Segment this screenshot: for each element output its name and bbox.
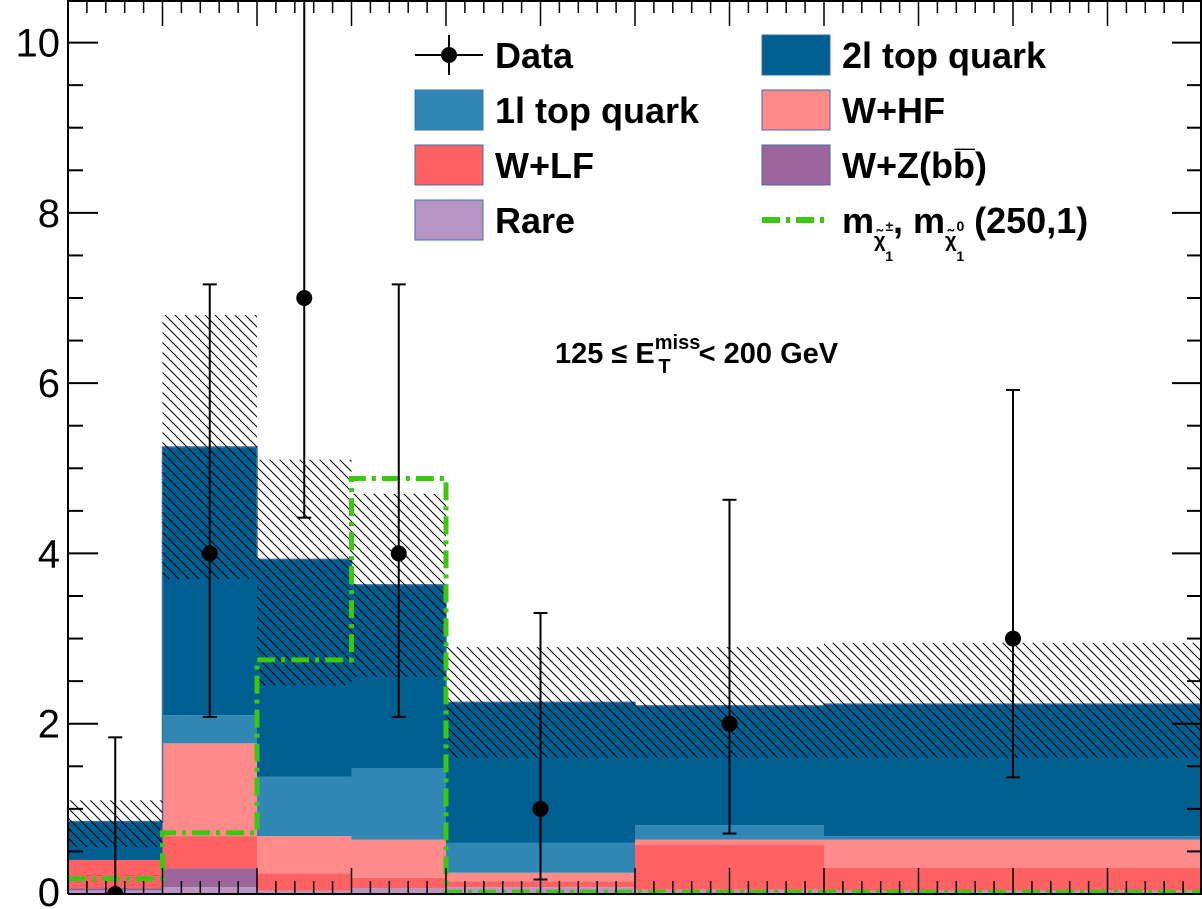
bar-top1l-1 <box>162 715 257 744</box>
bar-whf-5 <box>635 839 824 845</box>
signal-line <box>68 476 1202 894</box>
legend-label-signal: mχ̃± 1, mχ̃0 1 (250,1) <box>842 200 1088 264</box>
legend-label-rare: Rare <box>495 200 575 241</box>
legend-swatch-top2l <box>761 34 831 76</box>
y-tick-label: 6 <box>38 362 60 406</box>
bar-top1l-2 <box>257 776 352 837</box>
legend: Data 2l top quark 1l top quark W+HF W+LF W+Z(… <box>414 34 1088 264</box>
bar-wlf-1 <box>162 836 257 869</box>
bar-top1l-3 <box>351 767 446 840</box>
data-point-5 <box>721 715 738 732</box>
data-point-2 <box>296 290 313 306</box>
bar-whf-1 <box>162 743 257 837</box>
bar-wlf-2 <box>257 873 352 891</box>
bar-wlf-3 <box>351 877 446 889</box>
bar-rare-2 <box>257 890 352 894</box>
legend-label-wz: W+Z(bb̅) <box>842 145 987 186</box>
y-tick-label: 8 <box>38 192 60 236</box>
bar-rare-3 <box>351 888 446 894</box>
data-point-0 <box>107 886 124 894</box>
bar-wz-1 <box>162 868 257 888</box>
signal-histogram <box>68 476 1202 894</box>
data-point-6 <box>1005 630 1021 647</box>
annotation-met-range: 125 ≤ Emiss T < 200 GeV <box>555 332 839 378</box>
y-tick-label: 4 <box>38 532 60 576</box>
bar-rare-1 <box>162 887 257 894</box>
data-point-1 <box>201 545 218 562</box>
y-tick-label: 2 <box>38 703 60 747</box>
bar-top1l-6 <box>824 836 1202 840</box>
bar-whf-2 <box>257 836 352 874</box>
legend-label-top2l: 2l top quark <box>842 35 1047 76</box>
bar-whf-3 <box>351 839 446 878</box>
legend-label-whf: W+HF <box>842 90 945 131</box>
legend-label-data: Data <box>495 35 574 76</box>
bar-whf-6 <box>824 839 1202 868</box>
data-point-3 <box>390 545 407 562</box>
data-point-4 <box>532 800 549 817</box>
legend-swatch-wz <box>761 144 831 186</box>
data-points <box>107 0 1021 894</box>
legend-label-top1l: 1l top quark <box>495 90 700 131</box>
legend-data-marker <box>441 47 457 63</box>
y-tick-label: 10 <box>16 22 61 66</box>
legend-swatch-rare <box>414 199 484 241</box>
y-tick-label: 0 <box>38 871 60 909</box>
legend-swatch-top1l <box>414 89 484 131</box>
legend-label-wlf: W+LF <box>495 145 594 186</box>
legend-swatch-whf <box>761 89 831 131</box>
axes: 0 2 4 6 8 10 <box>16 0 1202 909</box>
legend-swatch-wlf <box>414 144 484 186</box>
